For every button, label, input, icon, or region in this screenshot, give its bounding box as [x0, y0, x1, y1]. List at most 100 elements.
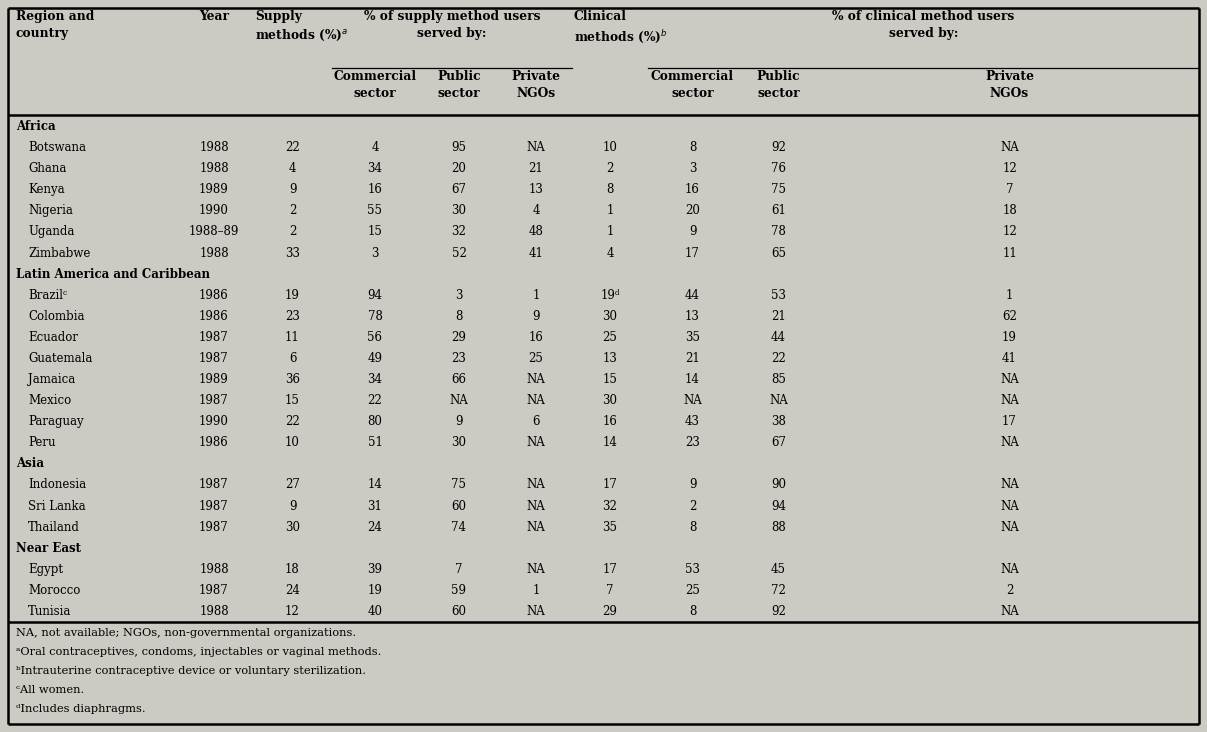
Text: ᵈIncludes diaphragms.: ᵈIncludes diaphragms.: [16, 704, 146, 714]
Text: 34: 34: [367, 373, 383, 386]
Text: 1986: 1986: [199, 436, 229, 449]
Text: NA: NA: [1001, 479, 1019, 491]
Text: 95: 95: [451, 141, 466, 154]
Text: 17: 17: [1002, 415, 1018, 428]
Text: 1989: 1989: [199, 183, 229, 196]
Text: Nigeria: Nigeria: [28, 204, 72, 217]
Text: 16: 16: [368, 183, 383, 196]
Text: 14: 14: [602, 436, 618, 449]
Text: 56: 56: [367, 331, 383, 344]
Text: 14: 14: [368, 479, 383, 491]
Text: 32: 32: [451, 225, 466, 239]
Text: Ghana: Ghana: [28, 163, 66, 175]
Text: 43: 43: [686, 415, 700, 428]
Text: 16: 16: [602, 415, 618, 428]
Text: 23: 23: [451, 352, 466, 365]
Text: 22: 22: [368, 394, 383, 407]
Text: 65: 65: [771, 247, 786, 260]
Text: 9: 9: [689, 479, 696, 491]
Text: 1986: 1986: [199, 310, 229, 323]
Text: 45: 45: [771, 563, 786, 576]
Text: 88: 88: [771, 520, 786, 534]
Text: 4: 4: [288, 163, 296, 175]
Text: 1988–89: 1988–89: [188, 225, 239, 239]
Text: 9: 9: [455, 415, 462, 428]
Text: Sri Lanka: Sri Lanka: [28, 499, 86, 512]
Text: 6: 6: [288, 352, 296, 365]
Text: Africa: Africa: [16, 120, 56, 133]
Text: Botswana: Botswana: [28, 141, 86, 154]
Text: 2: 2: [1005, 584, 1013, 597]
Text: Mexico: Mexico: [28, 394, 71, 407]
Text: NA: NA: [1001, 563, 1019, 576]
Text: Brazilᶜ: Brazilᶜ: [28, 288, 68, 302]
Text: 8: 8: [606, 183, 613, 196]
Text: 85: 85: [771, 373, 786, 386]
Text: NA: NA: [526, 436, 546, 449]
Text: 41: 41: [1002, 352, 1018, 365]
Text: 20: 20: [686, 204, 700, 217]
Text: Jamaica: Jamaica: [28, 373, 75, 386]
Text: NA: NA: [1001, 394, 1019, 407]
Text: 12: 12: [1002, 225, 1016, 239]
Text: NA: NA: [526, 563, 546, 576]
Text: 1986: 1986: [199, 288, 229, 302]
Text: 44: 44: [686, 288, 700, 302]
Text: 17: 17: [602, 479, 618, 491]
Text: 12: 12: [285, 605, 299, 618]
Text: 1: 1: [532, 584, 540, 597]
Text: 8: 8: [689, 520, 696, 534]
Text: NA: NA: [1001, 373, 1019, 386]
Text: 17: 17: [602, 563, 618, 576]
Text: 78: 78: [368, 310, 383, 323]
Text: 10: 10: [285, 436, 299, 449]
Text: 7: 7: [1005, 183, 1013, 196]
Text: 23: 23: [686, 436, 700, 449]
Text: 66: 66: [451, 373, 466, 386]
Text: Indonesia: Indonesia: [28, 479, 86, 491]
Text: 19: 19: [1002, 331, 1018, 344]
Text: NA: NA: [1001, 436, 1019, 449]
Text: Private
NGOs: Private NGOs: [985, 70, 1034, 100]
Text: 1988: 1988: [199, 141, 229, 154]
Text: 13: 13: [529, 183, 543, 196]
Text: 30: 30: [602, 310, 618, 323]
Text: Private
NGOs: Private NGOs: [512, 70, 560, 100]
Text: 94: 94: [367, 288, 383, 302]
Text: 39: 39: [367, 563, 383, 576]
Text: Commercial
sector: Commercial sector: [651, 70, 734, 100]
Text: 21: 21: [686, 352, 700, 365]
Text: 76: 76: [771, 163, 786, 175]
Text: 67: 67: [451, 183, 466, 196]
Text: NA: NA: [526, 479, 546, 491]
Text: Region and
country: Region and country: [16, 10, 94, 40]
Text: 53: 53: [771, 288, 786, 302]
Text: NA: NA: [1001, 499, 1019, 512]
Text: 14: 14: [686, 373, 700, 386]
Text: 41: 41: [529, 247, 543, 260]
Text: 27: 27: [285, 479, 299, 491]
Text: 21: 21: [771, 310, 786, 323]
Text: 9: 9: [288, 183, 296, 196]
Text: 1: 1: [606, 225, 613, 239]
Text: ᵇIntrauterine contraceptive device or voluntary sterilization.: ᵇIntrauterine contraceptive device or vo…: [16, 666, 366, 676]
Text: 18: 18: [1002, 204, 1016, 217]
Text: Near East: Near East: [16, 542, 81, 555]
Text: 1988: 1988: [199, 247, 229, 260]
Text: 62: 62: [1002, 310, 1018, 323]
Text: 11: 11: [285, 331, 299, 344]
Text: 80: 80: [368, 415, 383, 428]
Text: 3: 3: [689, 163, 696, 175]
Text: Clinical
methods (%)$^b$: Clinical methods (%)$^b$: [575, 10, 667, 45]
Text: 1: 1: [532, 288, 540, 302]
Text: Colombia: Colombia: [28, 310, 84, 323]
Text: 3: 3: [372, 247, 379, 260]
Text: 9: 9: [689, 225, 696, 239]
Text: 36: 36: [285, 373, 301, 386]
Text: 1987: 1987: [199, 584, 229, 597]
Text: 44: 44: [771, 331, 786, 344]
Text: Year: Year: [199, 10, 229, 23]
Text: 34: 34: [367, 163, 383, 175]
Text: 17: 17: [686, 247, 700, 260]
Text: Ecuador: Ecuador: [28, 331, 78, 344]
